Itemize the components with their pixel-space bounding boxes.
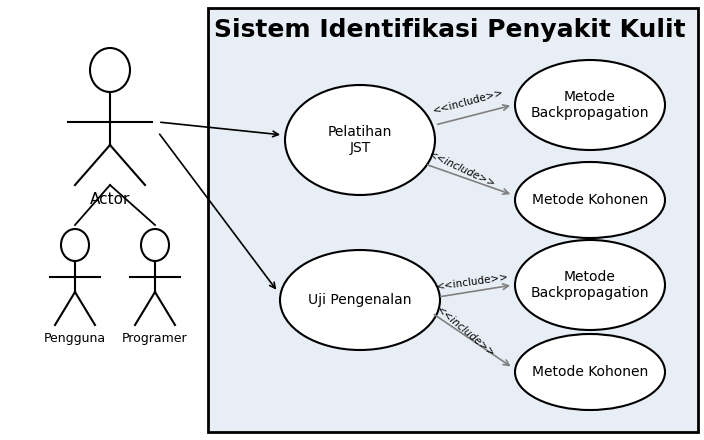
Ellipse shape [515, 240, 665, 330]
Ellipse shape [285, 85, 435, 195]
Text: Programer: Programer [122, 332, 188, 345]
Text: <<include>>: <<include>> [432, 88, 505, 116]
Ellipse shape [515, 334, 665, 410]
Text: Sistem Identifikasi Penyakit Kulit: Sistem Identifikasi Penyakit Kulit [214, 18, 686, 42]
Text: Metode Kohonen: Metode Kohonen [532, 365, 648, 379]
Text: Pengguna: Pengguna [44, 332, 106, 345]
Ellipse shape [280, 250, 440, 350]
Text: Metode
Backpropagation: Metode Backpropagation [531, 270, 649, 300]
Text: <<include>>: <<include>> [427, 150, 497, 190]
Text: <<include>>: <<include>> [436, 272, 510, 292]
Ellipse shape [515, 162, 665, 238]
Ellipse shape [515, 60, 665, 150]
Text: Actor: Actor [90, 192, 130, 207]
Text: Metode Kohonen: Metode Kohonen [532, 193, 648, 207]
FancyBboxPatch shape [208, 8, 698, 432]
Text: Uji Pengenalan: Uji Pengenalan [308, 293, 412, 307]
Text: Metode
Backpropagation: Metode Backpropagation [531, 90, 649, 120]
Text: <<include>>: <<include>> [435, 305, 497, 359]
Text: Pelatihan
JST: Pelatihan JST [328, 125, 392, 155]
